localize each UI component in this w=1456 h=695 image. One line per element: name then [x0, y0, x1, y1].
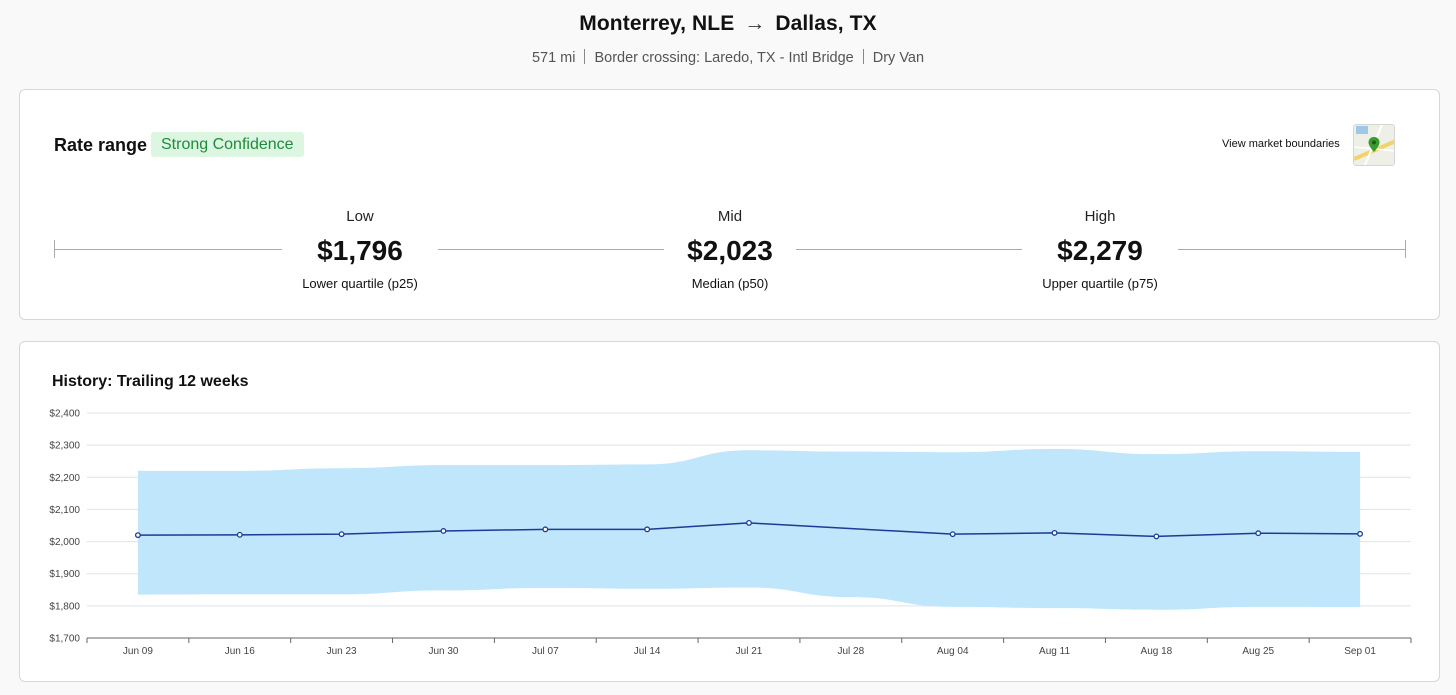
x-tick-label: Aug 11 [1039, 646, 1070, 657]
median-point [1357, 530, 1364, 537]
meta-divider [584, 49, 586, 64]
median-point [1255, 530, 1262, 537]
median-point [1153, 533, 1160, 540]
low-value: $1,796 [317, 235, 403, 266]
median-point [949, 531, 956, 538]
y-tick-label: $1,900 [49, 569, 80, 580]
median-point [542, 526, 549, 533]
arrow-right-icon: → [744, 12, 766, 35]
meta-divider [862, 49, 864, 64]
x-tick-label: Jun 09 [123, 646, 153, 657]
lane-title: Monterrey, NLE → Dallas, TX [0, 12, 1456, 36]
mid-label: Mid [717, 208, 743, 225]
y-tick-label: $2,300 [49, 441, 80, 452]
mid-value: $2,023 [687, 235, 773, 266]
rate-range-card: Rate range Strong Confidence View market… [19, 89, 1440, 320]
median-point [338, 531, 345, 538]
x-tick-label: Jul 07 [532, 646, 559, 657]
x-tick-label: Aug 25 [1242, 646, 1274, 657]
low-sublabel: Lower quartile (p25) [302, 276, 418, 291]
range-end-cap [1405, 240, 1406, 258]
range-line-segment [1178, 249, 1406, 250]
y-tick-label: $2,200 [49, 473, 80, 484]
y-tick-label: $2,000 [49, 537, 80, 548]
y-tick-label: $2,100 [49, 505, 80, 516]
range-line-segment [438, 249, 664, 250]
equipment-label: Dry Van [872, 50, 925, 66]
x-tick-label: Jun 23 [327, 646, 357, 657]
history-chart: $1,700 $1,800 $1,900 $2,000 $2,100 $2,200 $2,3… [49, 409, 1412, 657]
x-tick-label: Jul 14 [634, 646, 661, 657]
rate-range-title: Rate range [54, 135, 148, 155]
confidence-badge: Strong Confidence [151, 132, 304, 157]
high-stat: High $2,279 Upper quartile (p75) [1000, 208, 1200, 291]
destination-label: Dallas, TX [775, 12, 877, 35]
low-stat: Low $1,796 Lower quartile (p25) [260, 208, 460, 291]
median-point [644, 526, 651, 533]
high-value: $2,279 [1057, 235, 1143, 266]
lane-meta: 571 mi Border crossing: Laredo, TX - Intl… [0, 49, 1456, 66]
origin-label: Monterrey, NLE [579, 12, 735, 35]
x-tick-label: Aug 04 [937, 646, 969, 657]
view-market-boundaries-link[interactable]: View market boundaries [1222, 138, 1340, 150]
map-pin-icon[interactable] [1353, 124, 1395, 166]
history-title: History: Trailing 12 weeks [52, 373, 249, 390]
rate-band-area [137, 449, 1361, 610]
border-crossing-label: Border crossing: Laredo, TX - Intl Bridg… [594, 50, 854, 66]
x-tick-label: Sep 01 [1344, 646, 1376, 657]
high-sublabel: Upper quartile (p75) [1042, 276, 1158, 291]
mid-stat: Mid $2,023 Median (p50) [630, 208, 830, 291]
y-tick-label: $2,400 [49, 409, 80, 420]
distance-label: 571 mi [531, 50, 576, 66]
y-tick-label: $1,800 [49, 601, 80, 612]
range-line-segment [796, 249, 1022, 250]
x-tick-label: Jun 16 [225, 646, 255, 657]
median-point [440, 528, 447, 534]
y-tick-label: $1,700 [49, 634, 80, 645]
history-card: History: Trailing 12 weeks $1,700 $1,800 $… [19, 341, 1440, 682]
mid-sublabel: Median (p50) [691, 276, 769, 291]
median-point [746, 519, 752, 526]
x-tick-label: Jun 30 [428, 646, 458, 657]
median-line [137, 522, 1361, 538]
x-tick-label: Aug 18 [1141, 646, 1173, 657]
x-tick-label: Jul 28 [838, 646, 865, 657]
median-point [236, 531, 243, 538]
median-point [134, 532, 141, 539]
median-point [1051, 529, 1058, 536]
low-label: Low [346, 208, 374, 225]
high-label: High [1084, 208, 1116, 225]
x-tick-label: Jul 21 [736, 646, 763, 657]
range-line-segment [54, 249, 282, 250]
